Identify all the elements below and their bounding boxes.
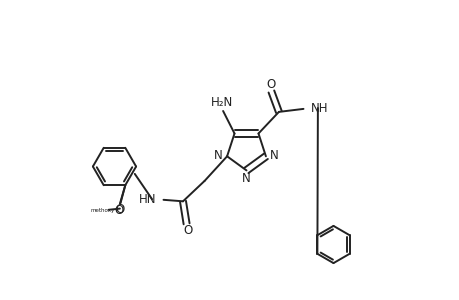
Text: HN: HN [138, 193, 156, 206]
Text: O: O [266, 78, 275, 92]
Text: O: O [116, 203, 125, 216]
Text: O: O [183, 224, 192, 237]
Text: NH: NH [310, 102, 328, 115]
Text: N: N [241, 172, 250, 185]
Text: O: O [114, 204, 123, 217]
Text: N: N [213, 149, 222, 162]
Text: H₂N: H₂N [210, 96, 232, 109]
Text: methoxy: methoxy [91, 208, 115, 213]
Text: N: N [269, 149, 278, 162]
